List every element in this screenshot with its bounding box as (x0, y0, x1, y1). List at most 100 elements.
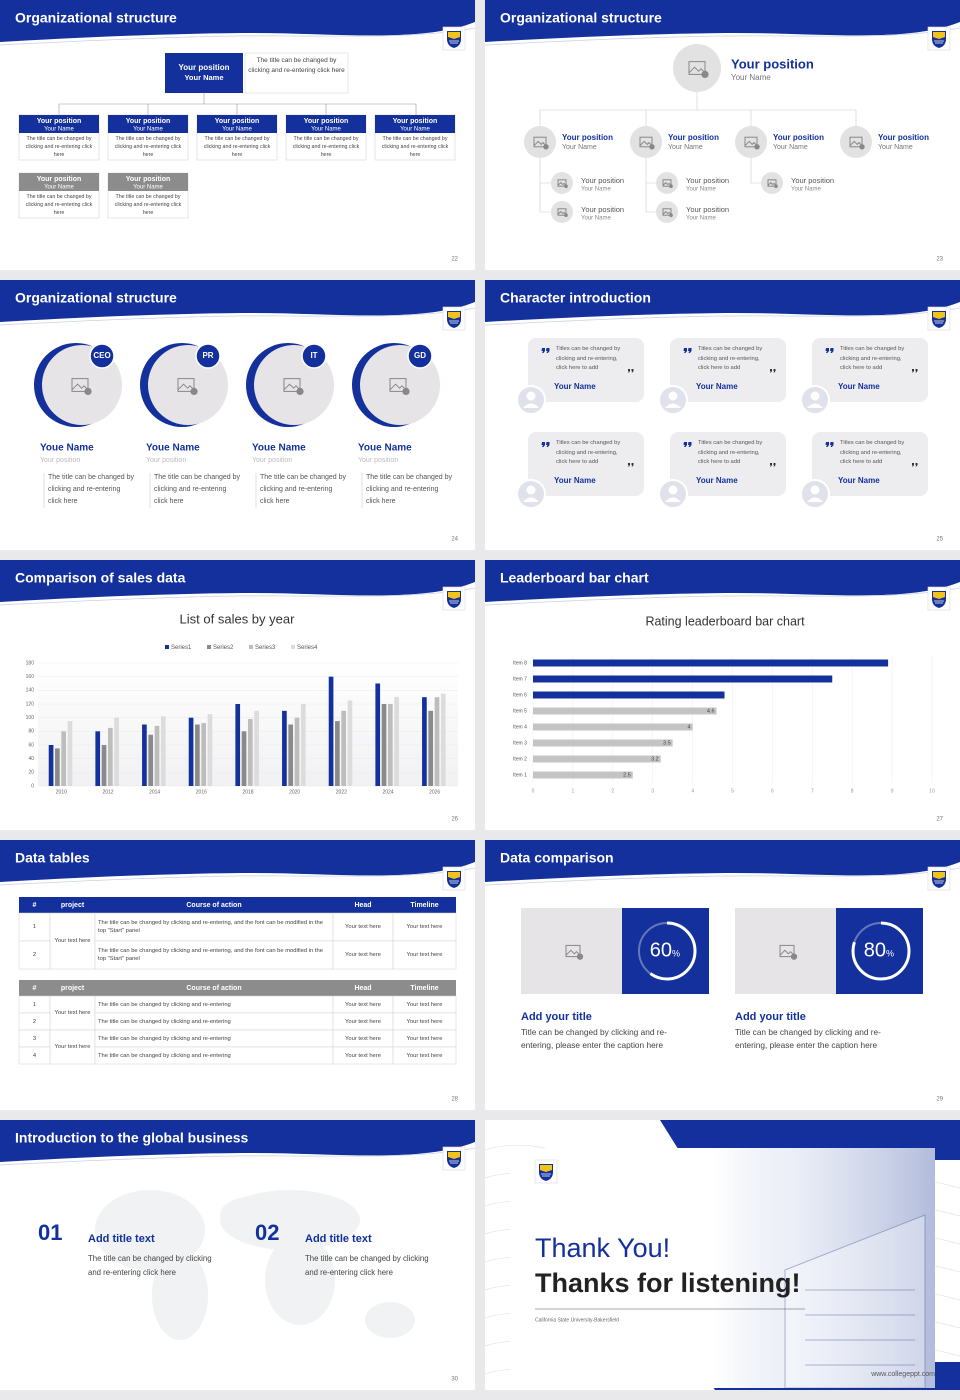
cell (392, 1046, 457, 1065)
logo-stripes (934, 320, 944, 324)
tag-badge (89, 343, 115, 369)
leaf-photo (656, 201, 678, 223)
item-title: Add title text (305, 1233, 372, 1245)
header-cell: Course of action (186, 985, 241, 992)
cell-text: Your text here (406, 1052, 443, 1059)
quote-text: Titles can be changed by clicking and re… (698, 440, 763, 465)
slide-title: Leaderboard bar chart (500, 570, 649, 586)
x-tick-label: 3 (651, 788, 654, 794)
card (670, 338, 786, 402)
header-curve (0, 307, 476, 326)
bar (254, 710, 259, 786)
value-label: 3.5 (663, 740, 671, 746)
legend-swatch (165, 645, 169, 649)
image-icon-mountain (639, 140, 653, 146)
item-text: The title can be changed by clicking and… (305, 1254, 429, 1277)
box-head (197, 115, 277, 133)
bar (95, 731, 101, 786)
map-shape (95, 1190, 205, 1270)
card-name: Your Name (696, 382, 738, 391)
header-band (0, 560, 475, 602)
header-cell: Timeline (410, 902, 438, 909)
bar (328, 676, 334, 786)
cell-text: Your text here (54, 1010, 91, 1016)
quote-close (628, 463, 634, 467)
box-position: Your position (304, 118, 349, 125)
header-cell: Head (354, 902, 371, 909)
cell-text: Your text here (406, 952, 443, 958)
page-number: 25 (936, 537, 943, 543)
image-icon-plus (669, 184, 673, 188)
cell-text-box: Your text here (345, 1018, 381, 1025)
leaf-photo (551, 201, 573, 223)
x-tick-label: 2012 (102, 789, 113, 795)
person-text-box: The title can be changed by clicking and… (154, 474, 240, 505)
branch-photo (735, 126, 767, 158)
box-text: The title can be changed by clicking and… (114, 136, 182, 158)
slide-title: Comparison of sales data (15, 570, 186, 586)
bar (154, 725, 160, 786)
cell (49, 1029, 96, 1065)
quote-text: Titles can be changed by clicking and re… (556, 440, 621, 465)
cell-text-box: Your text here (345, 952, 381, 958)
page-number: 24 (451, 537, 458, 543)
branch-position: Your position (773, 133, 824, 142)
box-position: Your position (37, 176, 82, 183)
cell-text: Your text here (406, 924, 443, 930)
x-tick-label: 2010 (56, 789, 67, 795)
cell-text-box: Your text here (406, 924, 443, 930)
slide-bg (0, 840, 475, 1110)
box-position: Your position (126, 176, 171, 183)
image-icon (662, 208, 672, 216)
y-tick-label: Item 1 (513, 772, 527, 778)
box-position: Your position (393, 118, 438, 125)
header-curve (0, 1147, 476, 1166)
value-label: 4 (688, 724, 691, 730)
quote-open (541, 348, 550, 353)
slide: Introduction to the global business 30 01 A… (0, 1120, 476, 1390)
person-text: The title can be changed by clicking and… (366, 474, 452, 505)
bar (114, 717, 119, 786)
bar (207, 714, 213, 786)
cell-text-box: The title can be changed by clicking and… (98, 1002, 231, 1008)
header-band (485, 560, 960, 602)
box-text-box: The title can be changed by clicking and… (293, 136, 360, 158)
y-tick-label: 80 (28, 729, 34, 735)
item-text-box: The title can be changed by clicking and… (305, 1254, 429, 1277)
legend-label: Series2 (213, 645, 234, 651)
slide-title: Introduction to the global business (15, 1130, 249, 1146)
leaf-position: Your position (581, 176, 624, 185)
bar (533, 659, 889, 667)
box-name: Your Name (44, 127, 74, 133)
cell (18, 940, 51, 970)
cell-text-box: Your text here (345, 1002, 381, 1008)
leaf-position: Your position (791, 176, 834, 185)
quote-close (770, 369, 776, 373)
x-tick-label: 5 (731, 788, 734, 794)
card (528, 432, 644, 496)
image-icon (71, 378, 89, 392)
image-icon-plus (543, 144, 549, 150)
image-icon (767, 179, 777, 187)
leaf-name: Your Name (686, 216, 716, 222)
bar (288, 724, 294, 786)
leaf-photo (656, 172, 678, 194)
x-tick-label: 0 (532, 788, 535, 794)
tag-badge (301, 343, 327, 369)
bar (148, 734, 154, 786)
cell-text: Your text here (345, 1018, 381, 1025)
leaf-position: Your position (581, 205, 624, 214)
bar (422, 697, 427, 786)
item-text-box: The title can be changed by clicking and… (88, 1254, 212, 1277)
image-icon-plus (84, 387, 92, 395)
box-position: Your position (37, 118, 82, 125)
cell-text-box: The title can be changed by clicking and… (98, 948, 323, 962)
person-position: Your position (40, 457, 80, 464)
slide-title: Character introduction (500, 290, 651, 306)
box-position: Your position (126, 118, 171, 125)
bar (533, 739, 673, 747)
image-icon-plus (701, 70, 709, 78)
box-name: Your Name (222, 127, 252, 133)
branch-position: Your position (562, 133, 613, 142)
